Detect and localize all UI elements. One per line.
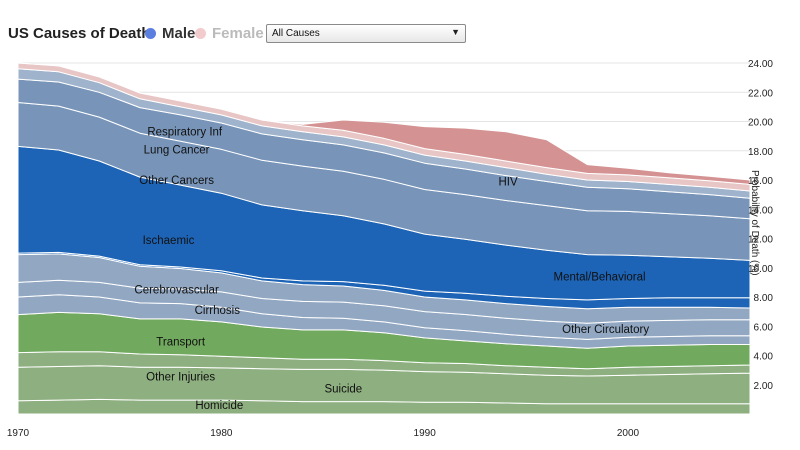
series-label: Suicide — [324, 383, 362, 395]
stacked-area-chart: 2.00 4.00 6.00 8.00 10.00 12.00 14.00 16.00 18.0… — [7, 59, 774, 439]
series-label: Homicide — [195, 400, 243, 412]
area-hiv[interactable] — [17, 62, 751, 185]
y-tick-label: 6.00 — [754, 322, 774, 333]
series-label: Other Circulatory — [562, 324, 649, 336]
x-tick-label: 2000 — [617, 428, 640, 439]
area-series — [17, 62, 751, 415]
series-label: Cirrhosis — [195, 305, 241, 317]
legend-female-toggle[interactable]: Female — [195, 25, 264, 42]
y-tick-label: 10.00 — [748, 264, 773, 275]
dropdown-selected-value: All Causes — [272, 28, 320, 39]
chart-title: US Causes of Death — [8, 25, 151, 42]
series-label: Ischaemic — [143, 235, 195, 247]
dropdown-arrow-icon: ▼ — [451, 27, 460, 37]
series-label: Other Cancers — [139, 175, 214, 187]
y-tick-label: 20.00 — [748, 118, 773, 129]
y-axis-title: Probability of Death (%) — [749, 170, 760, 276]
y-tick-label: 12.00 — [748, 235, 773, 246]
series-label: Cerebrovascular — [134, 285, 219, 297]
y-tick-label: 22.00 — [748, 88, 773, 99]
y-tick-label: 8.00 — [754, 293, 774, 304]
series-label: Lung Cancer — [144, 144, 210, 156]
y-axis-tick-labels: 2.00 4.00 6.00 8.00 10.00 12.00 14.00 16.00 18.0… — [748, 59, 773, 392]
legend-female-label: Female — [212, 25, 264, 42]
x-axis-tick-labels: 1970 1980 1990 2000 — [7, 428, 640, 439]
cause-filter-dropdown[interactable]: All Causes ▼ — [266, 24, 466, 43]
y-tick-label: 16.00 — [748, 176, 773, 187]
series-label: HIV — [498, 176, 518, 188]
legend-male-label: Male — [162, 25, 196, 42]
x-tick-label: 1990 — [414, 428, 437, 439]
series-label: Mental/Behavioral — [554, 272, 646, 284]
series-labels: Respiratory Inf Lung Cancer Other Cancers H… — [134, 127, 649, 412]
x-tick-label: 1980 — [210, 428, 233, 439]
female-dot-icon — [195, 28, 206, 39]
y-tick-label: 14.00 — [748, 205, 773, 216]
legend-male-toggle[interactable]: Male — [145, 25, 195, 42]
series-label: Other Injuries — [146, 372, 215, 384]
series-label: Transport — [156, 337, 206, 349]
y-tick-label: 2.00 — [754, 381, 774, 392]
x-tick-label: 1970 — [7, 428, 30, 439]
y-tick-label: 4.00 — [754, 352, 774, 363]
y-tick-label: 24.00 — [748, 59, 773, 70]
chart-header: US Causes of Death Male Female All Cause… — [8, 22, 792, 48]
y-tick-label: 18.00 — [748, 147, 773, 158]
series-label: Respiratory Inf — [147, 127, 223, 139]
male-dot-icon — [145, 28, 156, 39]
